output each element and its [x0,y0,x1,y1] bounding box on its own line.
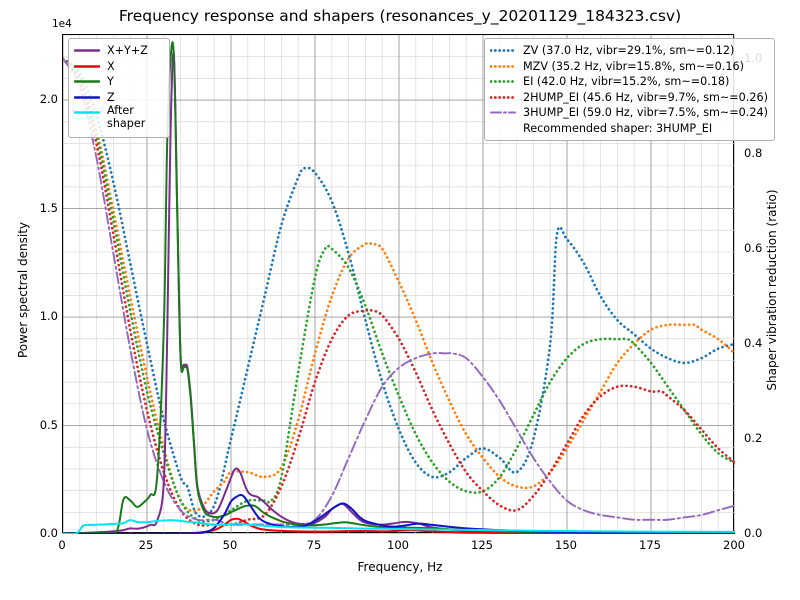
series-x-y-z [63,51,735,534]
series-3hump-ei [63,57,735,526]
legend-psd[interactable]: X+Y+Z X Y Z After shaper [68,38,170,138]
x-tick: 75 [306,538,322,552]
x-tick: 0 [58,538,66,552]
x-tick: 125 [471,538,493,552]
x-tick: 200 [723,538,745,552]
legend-swatch-icon [74,45,100,56]
y-axis-right-label: Shaper vibration reduction (ratio) [765,189,779,391]
x-axis-label: Frequency, Hz [357,560,443,574]
legend-item-zv[interactable]: ZV (37.0 Hz, vibr=29.1%, sm~=0.12) [490,43,768,59]
legend-label: EI (42.0 Hz, vibr=15.2%, sm~=0.18) [523,75,730,89]
legend-item-2hump-ei[interactable]: 2HUMP_EI (45.6 Hz, vibr=9.7%, sm~=0.26) [490,90,768,106]
series-ei [63,57,735,523]
y-tick-left: 1.5 [39,200,58,215]
x-tick: 25 [138,538,154,552]
legend-item-x[interactable]: X [74,59,163,75]
legend-item-y[interactable]: Y [74,74,163,90]
y-tick-left: 2.0 [39,92,58,107]
legend-item-ei[interactable]: EI (42.0 Hz, vibr=15.2%, sm~=0.18) [490,74,768,90]
legend-label: Z [107,90,115,104]
series-z [63,493,735,534]
legend-swatch-icon [490,76,516,87]
legend-label: ZV (37.0 Hz, vibr=29.1%, sm~=0.12) [523,44,735,58]
shaper-curves-group [63,57,735,527]
legend-label: 3HUMP_EI (59.0 Hz, vibr=7.5%, sm~=0.24) [523,106,768,120]
x-tick: 50 [222,538,238,552]
legend-swatch-icon [74,107,100,118]
legend-label: X [107,59,115,73]
legend-swatch-icon [74,61,100,72]
y-axis-offset-label: 1e4 [52,18,72,30]
y-tick-right: 0.8 [744,145,763,160]
legend-swatch-icon [74,92,100,103]
legend-label: X+Y+Z [107,44,148,58]
legend-shapers[interactable]: ZV (37.0 Hz, vibr=29.1%, sm~=0.12) MZV (… [484,38,775,141]
y-tick-right: 0.4 [744,335,763,350]
x-tick: 150 [555,538,577,552]
y-tick-right: 0.2 [744,430,763,445]
legend-label: After shaper [107,104,146,130]
y-tick-left: 1.0 [39,309,58,324]
legend-swatch-icon [490,107,516,118]
legend-item-z[interactable]: Z [74,90,163,106]
x-tick: 175 [639,538,661,552]
legend-swatch-icon [490,92,516,103]
psd-curves-group [63,41,735,534]
legend-item-x-y-z[interactable]: X+Y+Z [74,43,163,59]
legend-item-3hump-ei[interactable]: 3HUMP_EI (59.0 Hz, vibr=7.5%, sm~=0.24) [490,105,768,121]
y-tick-left: 0.0 [39,526,58,540]
legend-swatch-icon [74,76,100,87]
recommended-shaper-text: Recommended shaper: 3HUMP_EI [523,121,713,135]
legend-swatch-icon [490,45,516,56]
legend-label: 2HUMP_EI (45.6 Hz, vibr=9.7%, sm~=0.26) [523,90,768,104]
series-mzv [63,57,735,513]
legend-item-mzv[interactable]: MZV (35.2 Hz, vibr=15.8%, sm~=0.16) [490,59,768,75]
y-tick-right: 0.0 [744,526,763,540]
series-after-shaper [63,519,735,534]
legend-item-after-shaper[interactable]: After shaper [74,104,163,133]
y-tick-right: 0.6 [744,240,763,255]
legend-label: Y [107,75,114,89]
y-tick-left: 0.5 [39,417,58,432]
legend-label: MZV (35.2 Hz, vibr=15.8%, sm~=0.16) [523,59,744,73]
chart-canvas [63,35,735,534]
y-axis-left-label: Power spectral density [16,221,30,359]
series-2hump-ei [63,57,735,527]
legend-swatch-icon [490,61,516,72]
x-tick: 100 [387,538,409,552]
series-zv [63,57,735,519]
page-title: Frequency response and shapers (resonanc… [118,7,682,25]
